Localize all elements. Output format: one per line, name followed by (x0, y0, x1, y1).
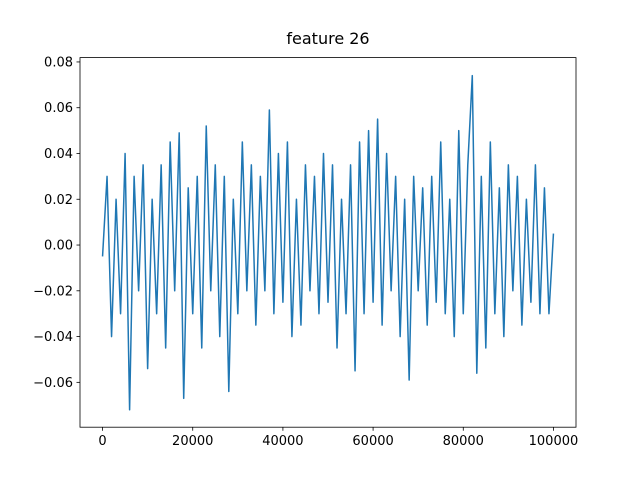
x-tick-label: 0 (98, 434, 106, 449)
axes-frame (79, 57, 577, 428)
y-tick-label: 0.00 (44, 239, 73, 254)
x-tick-label: 40000 (262, 434, 303, 449)
data-line (101, 74, 555, 411)
y-tick-label: 0.04 (44, 147, 73, 162)
y-tick-label: −0.04 (33, 330, 73, 345)
x-tick-label: 60000 (352, 434, 393, 449)
y-tick-label: −0.02 (33, 284, 73, 299)
x-tick-label: 80000 (443, 434, 484, 449)
x-tick-label: 20000 (172, 434, 213, 449)
y-tick-label: 0.02 (44, 193, 73, 208)
y-tick-label: 0.06 (44, 101, 73, 116)
y-tick-label: −0.06 (33, 376, 73, 391)
chart-title: feature 26 (286, 29, 369, 48)
y-tick-label: 0.08 (44, 55, 73, 70)
x-tick-label: 100000 (529, 434, 579, 449)
